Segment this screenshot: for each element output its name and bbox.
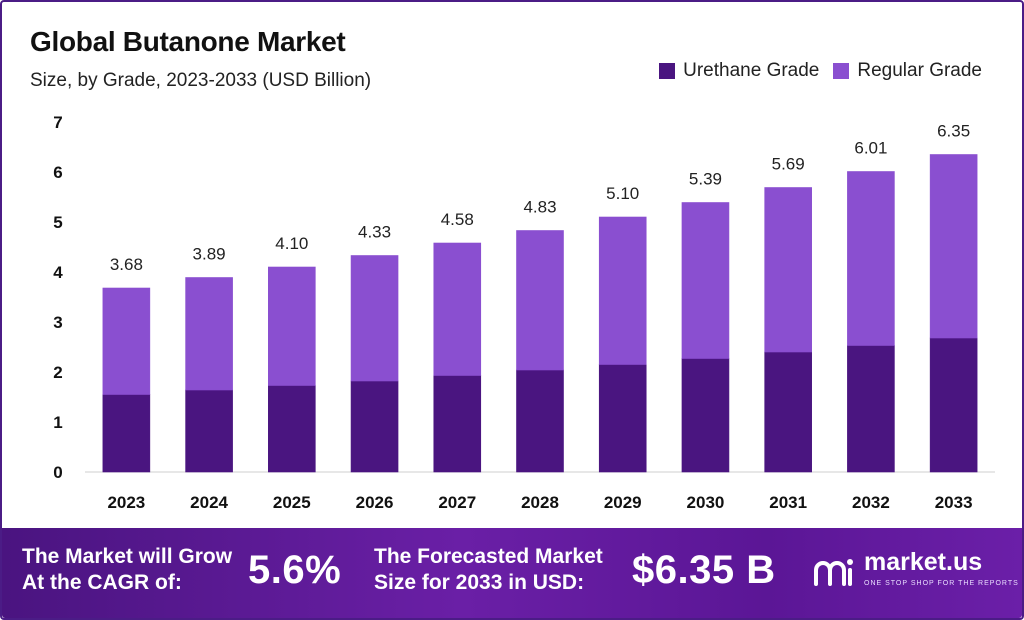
bar-regular-grade — [681, 202, 730, 359]
bar-urethane-grade — [185, 389, 233, 473]
bar-regular-grade — [929, 154, 978, 339]
y-tick-label: 1 — [53, 413, 62, 432]
bar-urethane-grade — [350, 380, 399, 473]
forecast-label-line1: The Forecasted Market — [374, 545, 603, 568]
y-tick-label: 7 — [53, 113, 62, 132]
summary-banner: The Market will Grow At the CAGR of: 5.6… — [2, 528, 1022, 618]
legend-label-urethane: Urethane Grade — [683, 60, 820, 81]
brand-name: market.us — [864, 548, 983, 576]
x-tick-label: 2033 — [935, 493, 973, 512]
total-value-label: 6.01 — [854, 139, 887, 158]
total-value-label: 5.10 — [606, 184, 639, 203]
total-value-label: 4.83 — [523, 198, 556, 217]
x-tick-label: 2026 — [356, 493, 394, 512]
bar-regular-grade — [433, 242, 482, 376]
total-value-label: 4.33 — [358, 223, 391, 242]
bar-regular-grade — [764, 187, 812, 353]
x-tick-label: 2029 — [604, 493, 642, 512]
chart-subtitle: Size, by Grade, 2023-2033 (USD Billion) — [30, 70, 372, 91]
y-tick-label: 4 — [53, 263, 63, 282]
legend-label-regular: Regular Grade — [857, 60, 982, 81]
x-tick-label: 2031 — [769, 493, 807, 512]
bar-urethane-grade — [598, 364, 647, 473]
total-value-label: 3.89 — [193, 245, 226, 264]
total-value-label: 5.39 — [689, 170, 722, 189]
legend-item-regular: Regular Grade — [833, 60, 982, 82]
legend-item-urethane: Urethane Grade — [659, 60, 819, 82]
chart-legend: Urethane Grade Regular Grade — [659, 60, 982, 82]
bar-chart: 0 1 2 3 4 5 6 7 3.68 2023 3.89 2024 4.10 2025 4.33 2026… — [53, 113, 995, 512]
total-value-label: 4.58 — [441, 210, 474, 229]
forecast-label: The Forecasted Market Size for 2033 in U… — [374, 544, 603, 596]
chart-title: Global Butanone Market — [30, 26, 346, 57]
bar-urethane-grade — [268, 385, 316, 473]
x-tick-label: 2030 — [687, 493, 725, 512]
bar-regular-grade — [185, 277, 233, 391]
x-tick-label: 2028 — [521, 493, 559, 512]
forecast-value: $6.35 B — [632, 548, 776, 592]
y-tick-label: 0 — [53, 463, 62, 482]
market-us-logo-icon — [814, 559, 853, 586]
bar-regular-grade — [598, 216, 647, 365]
bar-urethane-grade — [433, 375, 482, 473]
x-tick-label: 2024 — [190, 493, 228, 512]
bar-regular-grade — [350, 255, 399, 382]
y-tick-label: 5 — [53, 213, 62, 232]
cagr-value: 5.6% — [248, 548, 342, 592]
brand-tagline: ONE STOP SHOP FOR THE REPORTS — [864, 580, 1019, 587]
bar-urethane-grade — [681, 358, 730, 473]
bar-urethane-grade — [764, 351, 812, 473]
x-tick-label: 2027 — [438, 493, 476, 512]
bar-regular-grade — [268, 266, 316, 386]
bar-regular-grade — [516, 230, 564, 371]
bar-regular-grade — [102, 287, 151, 395]
x-tick-label: 2023 — [107, 493, 145, 512]
bar-urethane-grade — [102, 394, 151, 473]
forecast-label-line2: Size for 2033 in USD: — [374, 571, 585, 594]
x-tick-label: 2025 — [273, 493, 311, 512]
total-value-label: 4.10 — [275, 234, 308, 253]
cagr-label-line2: At the CAGR of: — [22, 571, 182, 594]
legend-swatch-regular — [833, 63, 850, 79]
bar-urethane-grade — [929, 337, 978, 473]
legend-swatch-urethane — [659, 63, 676, 79]
total-value-label: 5.69 — [772, 155, 805, 174]
total-value-label: 6.35 — [937, 122, 970, 141]
bar-regular-grade — [847, 171, 895, 346]
cagr-label-line1: The Market will Grow — [22, 545, 233, 568]
bar-urethane-grade — [847, 345, 895, 473]
total-value-label: 3.68 — [110, 255, 143, 274]
y-tick-label: 6 — [53, 163, 62, 182]
x-tick-label: 2032 — [852, 493, 890, 512]
y-tick-label: 2 — [53, 363, 62, 382]
y-tick-label: 3 — [53, 313, 62, 332]
bar-urethane-grade — [516, 369, 564, 473]
cagr-label: The Market will Grow At the CAGR of: — [22, 544, 232, 596]
